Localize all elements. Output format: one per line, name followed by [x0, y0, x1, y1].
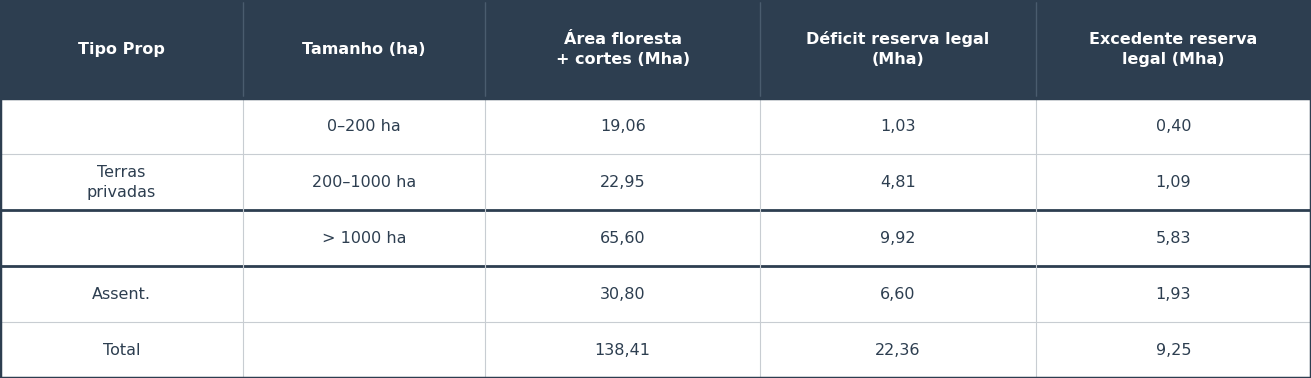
Text: 4,81: 4,81 [880, 175, 916, 190]
Text: Déficit reserva legal
(Mha): Déficit reserva legal (Mha) [806, 31, 990, 67]
Text: Excedente reserva
legal (Mha): Excedente reserva legal (Mha) [1089, 32, 1257, 67]
Text: 30,80: 30,80 [600, 287, 645, 302]
Text: > 1000 ha: > 1000 ha [321, 231, 406, 246]
Text: 22,36: 22,36 [876, 342, 920, 358]
Text: 1,93: 1,93 [1155, 287, 1192, 302]
Text: 65,60: 65,60 [600, 231, 645, 246]
Bar [0, 0, 1311, 98]
Text: 0–200 ha: 0–200 ha [326, 119, 401, 134]
Text: Tamanho (ha): Tamanho (ha) [302, 42, 426, 57]
Text: 1,03: 1,03 [880, 119, 916, 134]
Text: 5,83: 5,83 [1155, 231, 1192, 246]
Text: Assent.: Assent. [92, 287, 151, 302]
Text: 0,40: 0,40 [1155, 119, 1192, 134]
Text: 22,95: 22,95 [600, 175, 645, 190]
Text: 19,06: 19,06 [600, 119, 645, 134]
Text: 1,09: 1,09 [1155, 175, 1192, 190]
Text: Terras
privadas: Terras privadas [87, 165, 156, 200]
Text: 6,60: 6,60 [880, 287, 916, 302]
Text: 138,41: 138,41 [595, 342, 650, 358]
Text: Área floresta
+ cortes (Mha): Área floresta + cortes (Mha) [556, 32, 690, 67]
Bar [0, 98, 1311, 378]
Text: 9,25: 9,25 [1155, 342, 1192, 358]
Text: 9,92: 9,92 [880, 231, 916, 246]
Text: Tipo Prop: Tipo Prop [77, 42, 165, 57]
Text: 200–1000 ha: 200–1000 ha [312, 175, 416, 190]
Text: Total: Total [102, 342, 140, 358]
